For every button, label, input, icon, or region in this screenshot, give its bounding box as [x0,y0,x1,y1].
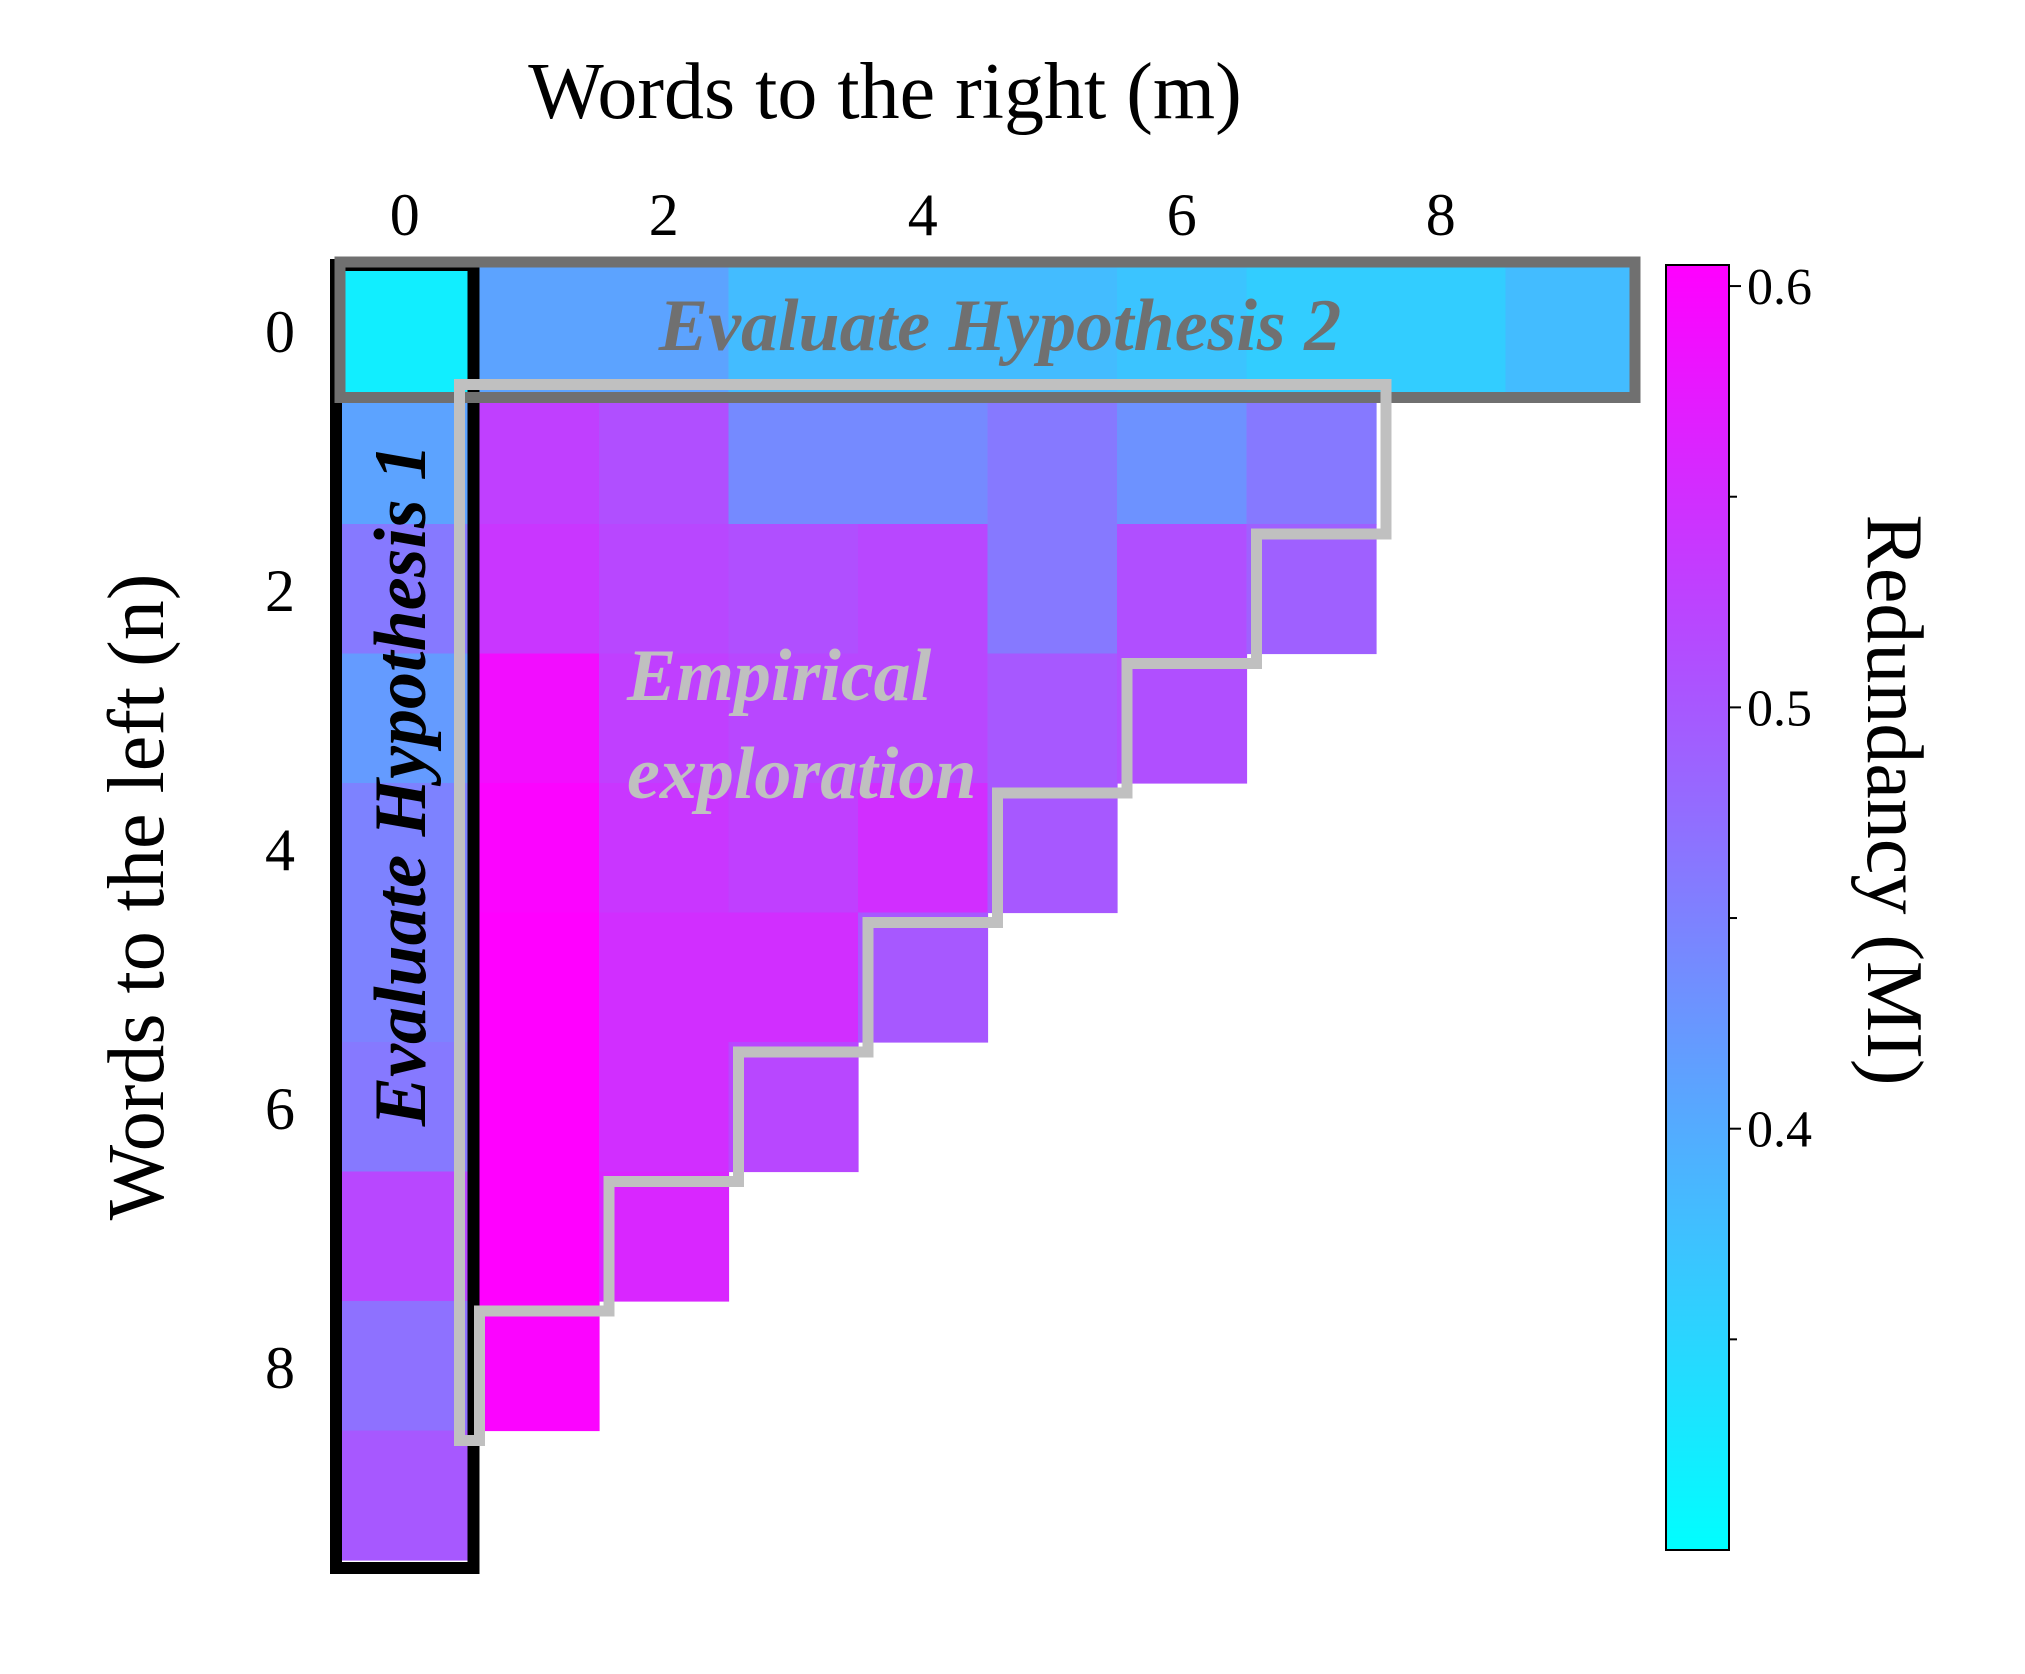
heatmap-cell [1246,524,1377,655]
y-tick-label: 6 [265,1076,295,1142]
heatmap-cell [340,783,471,914]
y-tick-label: 0 [265,299,295,365]
annotation-empirical-line-2: exploration [627,733,976,815]
heatmap-cell [728,912,859,1043]
annotation-hypothesis-1: Evaluate Hypothesis 1 [360,444,442,1127]
heatmap-cell [469,783,600,914]
heatmap-cell [987,783,1118,914]
heatmap-cell [1117,524,1248,655]
annotation-empirical-line-1: Empirical [626,635,932,717]
colorbar-title: Redundancy (MI) [1850,515,1938,1086]
colorbar-tick-label: 0.6 [1747,259,1812,316]
heatmap-cell [599,783,730,914]
y-axis-title: Words to the left (n) [93,574,181,1221]
hypothesis-2-outline [334,256,1641,403]
heatmap-cell [858,912,989,1043]
heatmap-cell [469,1301,600,1432]
heatmap-cell [728,394,859,525]
heatmap-cell [858,783,989,914]
x-tick-label: 4 [908,182,938,248]
heatmap-cell [858,524,989,655]
heatmap-cell [987,394,1118,525]
heatmap-cell [340,912,471,1043]
x-tick-label: 6 [1167,182,1197,248]
x-tick-label: 8 [1426,182,1456,248]
heatmap-cell [1246,265,1377,396]
heatmap-cell [469,1042,600,1173]
heatmap-cell [599,524,730,655]
heatmap-cell [987,524,1118,655]
x-tick-label: 2 [649,182,679,248]
heatmap-cell [469,653,600,784]
y-tick-label: 4 [265,817,295,883]
heatmap-cell [858,265,989,396]
heatmap-cell [599,1042,730,1173]
heatmap-cell [340,1171,471,1302]
heatmap-cell [469,524,600,655]
colorbar-tick-label: 0.4 [1747,1102,1812,1159]
heatmap-cell [340,265,471,396]
y-tick-label: 8 [265,1335,295,1401]
colorbar-tick-label: 0.5 [1747,680,1812,737]
heatmap-cell [599,912,730,1043]
annotation-hypothesis-2: Evaluate Hypothesis 2 [658,285,1341,367]
heatmap-cell [599,653,730,784]
heatmap-cell [858,653,989,784]
heatmap-cell [469,394,600,525]
x-axis-title: Words to the right (m) [528,48,1241,136]
heatmap-cell [599,265,730,396]
heatmap-cell [469,265,600,396]
heatmap-cell [1505,265,1636,396]
heatmap-cell [1117,394,1248,525]
annotation-regions [330,256,1641,1574]
heatmap-cell [728,265,859,396]
heatmap-cell [340,1430,471,1561]
heatmap-cells [340,265,1636,1561]
heatmap-cell [469,912,600,1043]
heatmap-cell [728,524,859,655]
heatmap-cell [340,394,471,525]
heatmap-cell [728,1042,859,1173]
colorbar-ticks: 0.6 0.5 0.4 [1729,259,1812,1341]
heatmap-cell [728,783,859,914]
heatmap-cell [987,653,1118,784]
heatmap-cell [340,1042,471,1173]
x-tick-labels: 0 2 4 6 8 [390,182,1456,248]
heatmap-cell [1117,653,1248,784]
heatmap-cell [469,1171,600,1302]
heatmap-cell [1246,394,1377,525]
heatmap-cell [340,524,471,655]
heatmap-cell [340,1301,471,1432]
empirical-exploration-outline [454,379,1392,1446]
y-tick-label: 2 [265,558,295,624]
heatmap-cell [340,653,471,784]
heatmap-cell [1117,265,1248,396]
heatmap-cell [1376,265,1507,396]
heatmap-cell [599,1171,730,1302]
colorbar [1665,264,1730,1551]
heatmap-cell [728,653,859,784]
heatmap-cell [987,265,1118,396]
y-tick-labels: 0 2 4 6 8 [265,299,295,1401]
heatmap-cell [858,394,989,525]
x-tick-label: 0 [390,182,420,248]
heatmap-cell [599,394,730,525]
